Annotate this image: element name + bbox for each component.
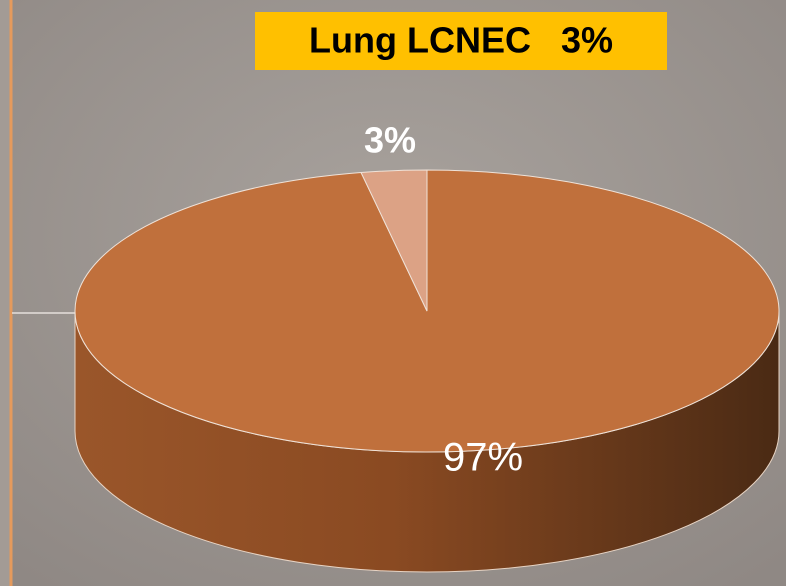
data-label: 97%: [443, 436, 523, 480]
left-margin: [0, 0, 10, 586]
title-box: [255, 12, 667, 70]
pie: [74, 169, 780, 573]
chart-title: Lung LCNEC 3%: [309, 20, 613, 61]
pie-slice: [360, 169, 428, 312]
data-label: 3%: [364, 120, 416, 161]
